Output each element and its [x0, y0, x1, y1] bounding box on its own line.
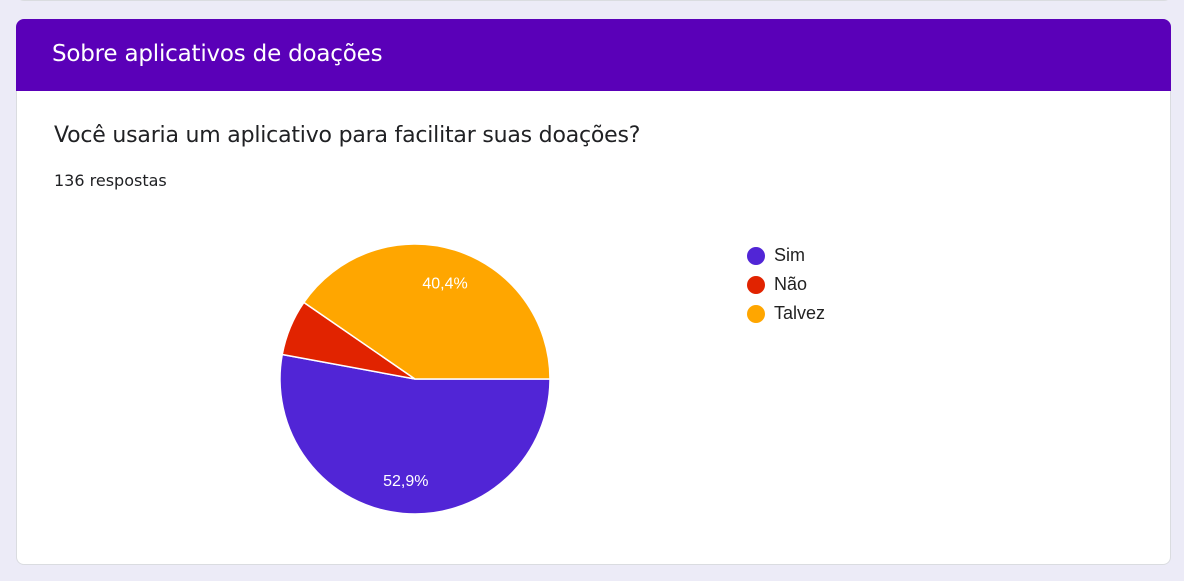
legend-swatch-talvez	[747, 304, 765, 323]
legend-label-sim: Sim	[774, 245, 805, 265]
question-title: Você usaria um aplicativo para facilitar…	[54, 123, 641, 148]
legend-label-talvez: Talvez	[774, 303, 826, 323]
chart-legend: Sim Não Talvez	[747, 241, 825, 328]
pie-slice-sim	[279, 353, 551, 515]
section-title: Sobre aplicativos de doações	[52, 41, 383, 67]
previous-card-edge	[16, 0, 1172, 1]
legend-swatch-nao	[747, 275, 765, 294]
pie-label-sim: 52,9%	[383, 473, 428, 490]
legend-label-nao: Não	[774, 274, 808, 294]
section-header: Sobre aplicativos de doações	[16, 19, 1171, 91]
legend-item-nao: Não	[747, 270, 825, 299]
pie-slice-talvez	[302, 243, 551, 380]
legend-swatch-sim	[747, 246, 765, 265]
legend-item-sim: Sim	[747, 241, 825, 270]
response-count: 136 respostas	[54, 171, 167, 190]
pie-label-talvez: 40,4%	[422, 275, 467, 292]
pie-chart: 52,9% 40,4%	[279, 243, 551, 515]
question-card: Você usaria um aplicativo para facilitar…	[16, 91, 1171, 565]
legend-item-talvez: Talvez	[747, 299, 825, 328]
